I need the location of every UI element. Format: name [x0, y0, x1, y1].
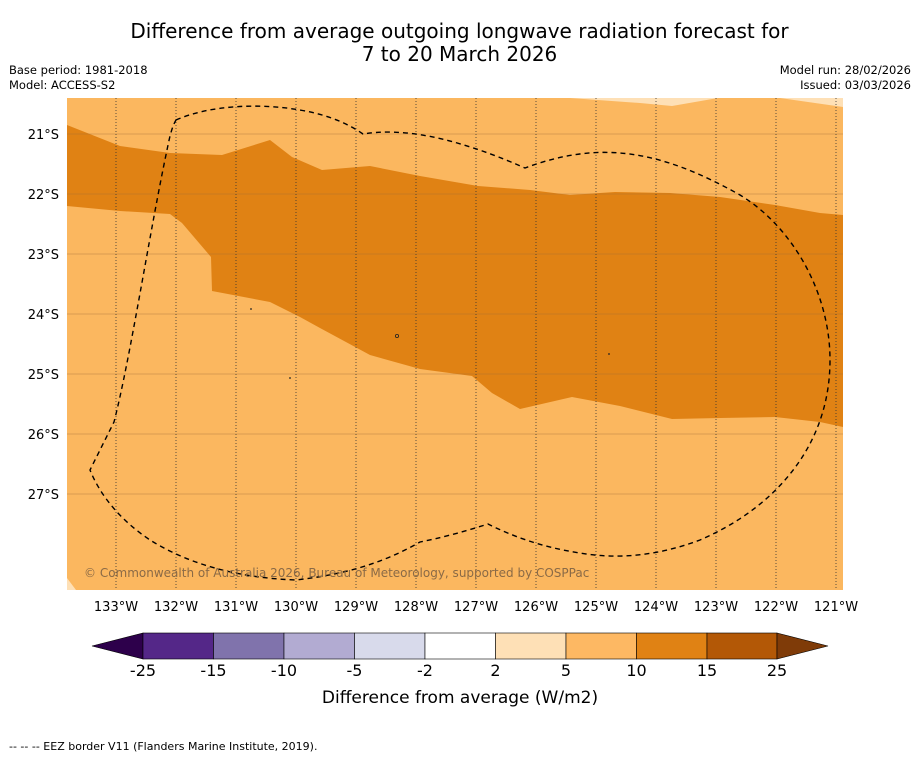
colorbar-tick: 15	[697, 661, 717, 680]
latitude-gridlines	[67, 133, 843, 495]
colorbar-label: Difference from average (W/m2)	[322, 688, 598, 708]
colorbar-segment	[354, 632, 426, 660]
lon-label: 127°W	[454, 600, 498, 615]
island-marker	[608, 353, 610, 355]
colorbar-segment	[283, 632, 355, 660]
model-run: Model run: 28/02/2026	[779, 63, 911, 77]
colorbar-tick: -25	[130, 661, 156, 680]
colorbar-segment	[142, 632, 214, 660]
lon-label: 123°W	[694, 600, 738, 615]
lat-label: 21°S	[28, 128, 59, 143]
copyright-text: © Commonwealth of Australia 2026, Bureau…	[84, 566, 589, 580]
lat-label: 22°S	[28, 188, 59, 203]
colorbar-arrow-high	[776, 632, 829, 660]
colorbar-tick: -2	[417, 661, 433, 680]
eez-footnote: -- -- -- EEZ border V11 (Flanders Marine…	[9, 740, 318, 753]
colorbar-arrow-low	[91, 632, 144, 660]
colorbar-tick: 25	[767, 661, 787, 680]
base-period: Base period: 1981-2018	[9, 63, 148, 77]
anomaly-region-10-15	[67, 125, 843, 427]
lon-label: 121°W	[814, 600, 858, 615]
island-marker	[289, 377, 291, 379]
lon-label: 125°W	[574, 600, 618, 615]
colorbar-segment	[213, 632, 285, 660]
colorbar-tick: -15	[200, 661, 226, 680]
lon-label: 132°W	[154, 600, 198, 615]
colorbar	[91, 632, 829, 660]
island-marker	[250, 308, 252, 310]
lat-label: 27°S	[28, 488, 59, 503]
lon-label: 122°W	[754, 600, 798, 615]
lon-label: 124°W	[634, 600, 678, 615]
lon-label: 129°W	[334, 600, 378, 615]
colorbar-segment	[706, 632, 778, 660]
colorbar-tick: 10	[626, 661, 646, 680]
lat-label: 23°S	[28, 248, 59, 263]
lon-label: 128°W	[394, 600, 438, 615]
colorbar-segment	[565, 632, 637, 660]
map-area: © Commonwealth of Australia 2026, Bureau…	[67, 98, 843, 590]
longitude-gridlines	[115, 98, 837, 590]
anomaly-region-2-5	[570, 98, 843, 107]
lon-label: 126°W	[514, 600, 558, 615]
colorbar-ticks: -25 -15 -10 -5 -2 2 5 10 15 25	[130, 661, 787, 680]
lon-label: 130°W	[274, 600, 318, 615]
longitude-labels: 133°W 132°W 131°W 130°W 129°W 128°W 127°…	[94, 600, 858, 615]
title-line-2: 7 to 20 March 2026	[361, 42, 558, 66]
lon-label: 131°W	[214, 600, 258, 615]
colorbar-tick: -10	[271, 661, 297, 680]
eez-border	[89, 105, 831, 581]
lat-label: 26°S	[28, 428, 59, 443]
lat-label: 24°S	[28, 308, 59, 323]
colorbar-segment	[424, 632, 496, 660]
colorbar-tick: -5	[347, 661, 363, 680]
colorbar-segment	[636, 632, 708, 660]
anomaly-region-2-5-corner	[67, 578, 76, 590]
latitude-labels: 21°S 22°S 23°S 24°S 25°S 26°S 27°S	[28, 128, 59, 503]
issued-date: Issued: 03/03/2026	[800, 78, 911, 92]
island-marker	[394, 333, 399, 338]
model-name: Model: ACCESS-S2	[9, 78, 116, 92]
title-line-1: Difference from average outgoing longwav…	[130, 19, 789, 43]
colorbar-segment	[495, 632, 567, 660]
lat-label: 25°S	[28, 368, 59, 383]
lon-label: 133°W	[94, 600, 138, 615]
colorbar-tick: 5	[561, 661, 571, 680]
colorbar-tick: 2	[490, 661, 500, 680]
map-figure: © Commonwealth of Australia 2026, Bureau…	[28, 98, 858, 708]
